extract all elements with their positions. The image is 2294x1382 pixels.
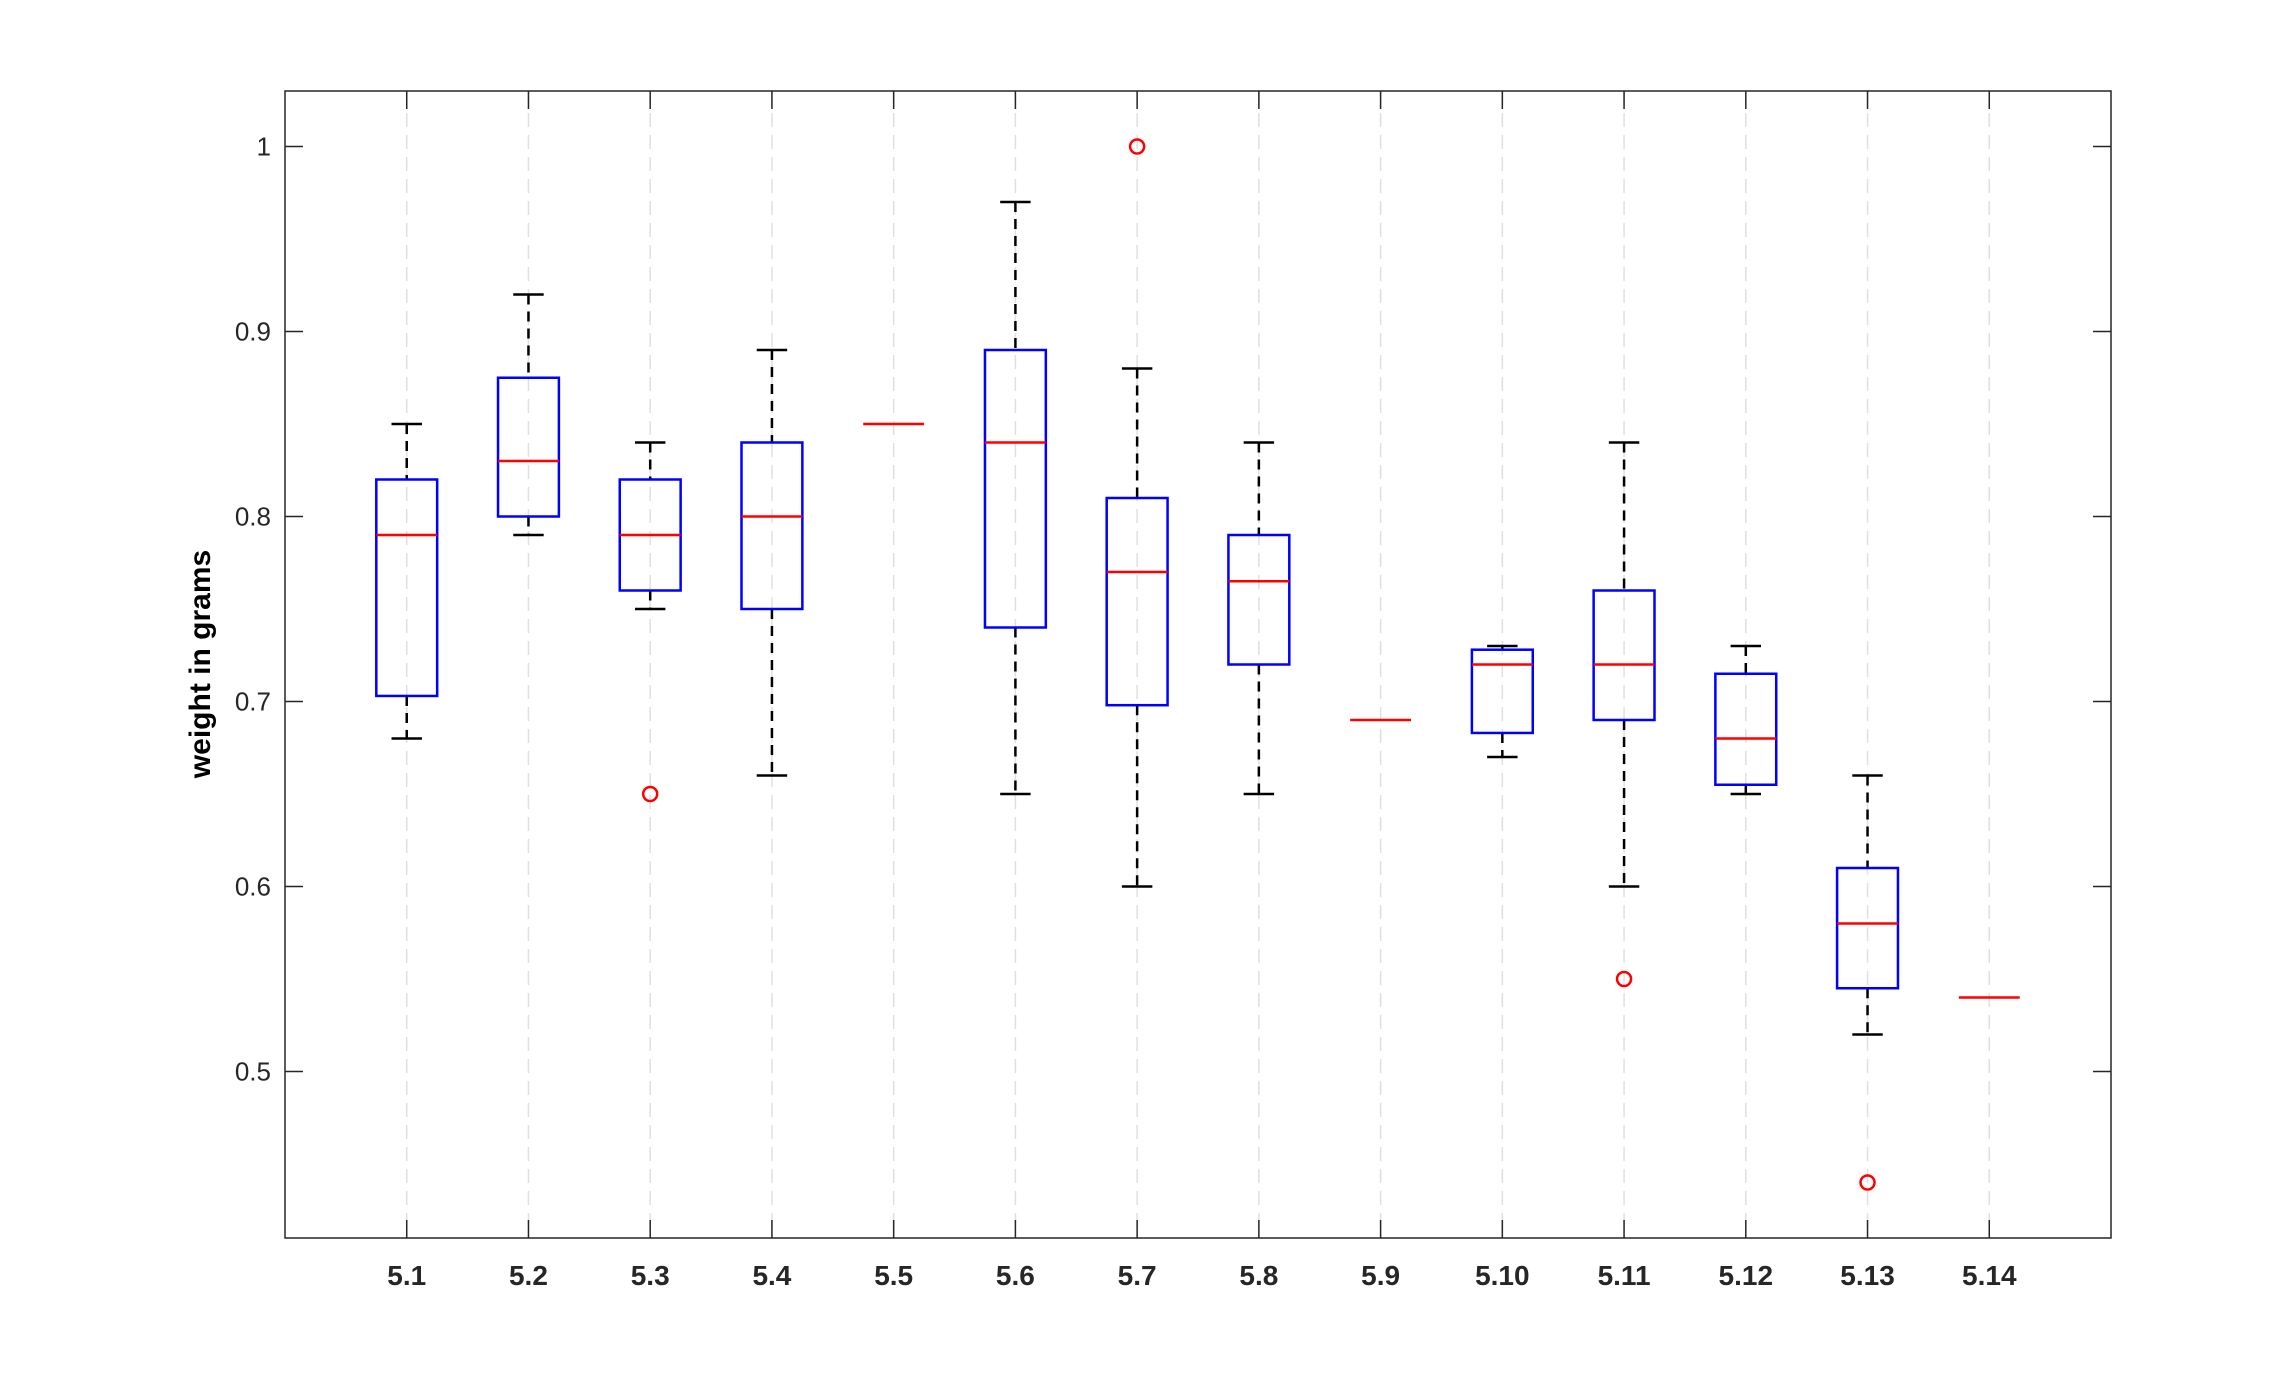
box: [983, 348, 1048, 629]
box: [496, 376, 561, 518]
box-group-5.2: [496, 293, 561, 537]
box-group-5.4: [740, 348, 804, 777]
tick-layer: 0.5 0.6 0.7 0.8 0.9 1 5.1 5.2 5.3 5.4 5.5 5.6 5.7 5.8…: [235, 91, 2111, 1291]
y-tick-label: 0.5: [235, 1057, 271, 1087]
outlier-marker: [1615, 970, 1633, 988]
box-group-5.11: [1592, 441, 1656, 988]
outlier-marker: [1128, 138, 1146, 155]
x-tick-label: 5.11: [1598, 1260, 1651, 1291]
box-group-5.13: [1835, 774, 1900, 1191]
box: [1835, 866, 1900, 990]
box: [1470, 648, 1535, 735]
box-group-5.8: [1227, 441, 1291, 796]
box-group-5.3: [618, 441, 682, 803]
box-group-5.10: [1470, 644, 1535, 759]
x-tick-label: 5.4: [752, 1260, 791, 1291]
x-tick-label: 5.13: [1840, 1260, 1895, 1291]
x-tick-label: 5.7: [1118, 1260, 1157, 1291]
x-tick-label: 5.3: [631, 1260, 670, 1291]
box-group-5.7: [1105, 138, 1169, 888]
y-tick-label: 0.6: [235, 872, 271, 902]
box-group-5.1: [375, 422, 439, 740]
axes-frame: [284, 90, 2112, 1239]
x-tick-label: 5.1: [387, 1260, 426, 1291]
box: [1227, 533, 1291, 666]
y-axis-label: weight in grams: [184, 550, 217, 779]
x-tick-label: 5.9: [1361, 1260, 1400, 1291]
y-tick-label: 0.7: [235, 687, 271, 717]
box: [1105, 496, 1169, 707]
x-tick-label: 5.8: [1239, 1260, 1278, 1291]
x-tick-label: 5.10: [1475, 1260, 1530, 1291]
x-tick-label: 5.6: [996, 1260, 1035, 1291]
box: [740, 441, 804, 611]
y-tick-label: 0.8: [235, 502, 271, 532]
x-tick-label: 5.2: [509, 1260, 548, 1291]
outlier-marker: [1859, 1174, 1876, 1191]
box-layer: [375, 138, 2020, 1191]
box-group-5.12: [1714, 644, 1778, 796]
y-tick-label: 1: [257, 132, 271, 162]
box: [1714, 672, 1778, 786]
box: [1592, 589, 1656, 722]
box-group-5.6: [983, 200, 1048, 796]
x-tick-label: 5.14: [1962, 1260, 2017, 1291]
y-tick-label: 0.9: [235, 317, 271, 347]
x-tick-label: 5.12: [1719, 1260, 1774, 1291]
outlier-marker: [641, 785, 659, 803]
box: [375, 478, 439, 698]
x-tick-label: 5.5: [874, 1260, 913, 1291]
